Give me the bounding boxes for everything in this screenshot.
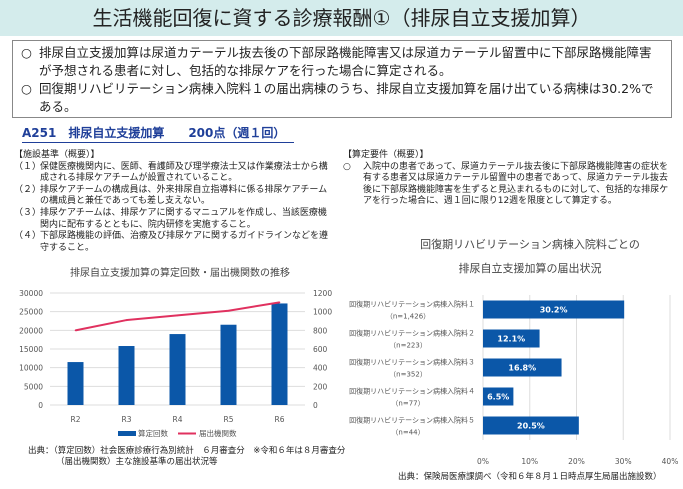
x-tick-label: R5 <box>224 415 234 424</box>
title-line: 回復期リハビリテーション病棟入院料ごとの <box>420 238 640 251</box>
item-text: 入院中の患者であって、尿道カテーテル抜去後に下部尿路機能障害の症状を有する患者又… <box>363 161 669 207</box>
legend-label: 届出機関数 <box>199 428 237 438</box>
criteria-item: （３） 排尿ケアチームは、排尿ケアに関するマニュアルを作成し、当該医療機関内に配布… <box>14 208 334 231</box>
x-tick-label: 40% <box>662 457 679 466</box>
category-n-label: （n=352） <box>389 371 427 379</box>
right-axis-tick: 400 <box>313 364 328 373</box>
bar-data-label: 20.5% <box>517 422 545 431</box>
category-n-label: （n=223） <box>389 342 427 350</box>
summary-box: ○ 排尿自立支援加算は尿道カテーテル抜去後の下部尿路機能障害又は尿道カテーテル留置… <box>12 40 672 118</box>
right-axis-tick: 800 <box>313 326 328 335</box>
right-axis-tick: 600 <box>313 345 328 354</box>
left-axis-tick: 25000 <box>19 308 43 317</box>
bar-R6 <box>271 303 288 405</box>
title-line: 排尿自立支援加算の届出状況 <box>458 262 602 275</box>
bar-data-label: 16.8% <box>508 364 536 373</box>
left-axis-tick: 20000 <box>19 326 43 335</box>
left-axis-tick: 30000 <box>19 289 43 298</box>
item-text: 下部尿路機能の評価、治療及び排尿ケアに関するガイドラインなどを遵守すること。 <box>40 231 329 253</box>
circle-bullet-icon: ○ <box>343 161 351 172</box>
left-chart-title: 排尿自立支援加算の算定回数・届出機関数の推移 <box>70 268 290 279</box>
right-axis-tick: 0 <box>313 401 318 410</box>
fee-code-header: A251 排尿自立支援加算 200点（週１回） <box>22 124 294 143</box>
bar-data-label: 12.1% <box>497 335 525 344</box>
item-text: 保健医療機関内に、医師、看護師及び理学療法士又は作業療法士から構成される排尿ケア… <box>40 161 328 184</box>
trend-chart: 0 0 5000 200 10000 400 15000 600 20000 800 25000 10… <box>19 289 332 438</box>
requirements-heading: 【算定要件（概要）】 <box>343 150 429 160</box>
summary-text: 排尿自立支援加算は尿道カテーテル抜去後の下部尿路機能障害又は尿道カテーテル留置中… <box>39 45 652 78</box>
item-number: （３） <box>14 207 42 218</box>
line-point <box>125 319 128 321</box>
item-text: 排尿ケアチームは、排尿ケアに関するマニュアルを作成し、当該医療機関内に配布すると… <box>40 207 327 230</box>
category-label: 回復期リハビリテーション病棟入院料４ <box>349 387 475 396</box>
x-tick-label: 0% <box>477 457 489 466</box>
category-label: 回復期リハビリテーション病棟入院料２ <box>349 329 475 338</box>
bar-R2 <box>67 362 84 405</box>
item-text: 排尿ケアチームの構成員は、外来排尿自立指導料に係る排尿ケアチームの構成員と兼任で… <box>40 184 328 207</box>
left-axis-tick: 5000 <box>24 382 43 391</box>
item-number: （２） <box>14 184 42 195</box>
source-line: （届出機関数）主な施設基準の届出状況等 <box>56 457 218 467</box>
line-point <box>176 314 179 317</box>
left-chart-source: 出典：（算定回数）社会医療診療行為別統計 ６月審査分 ※令和６年は８月審査分 （… <box>28 446 345 468</box>
bar-R5 <box>220 324 237 405</box>
bar <box>483 416 579 435</box>
item-number: （１） <box>14 161 42 172</box>
right-axis-tick: 200 <box>313 382 328 391</box>
criteria-item: （１） 保健医療機関内に、医師、看護師及び理学療法士又は作業療法士から構成される排… <box>14 162 334 185</box>
x-tick-label: R2 <box>71 415 81 424</box>
line-series <box>75 301 280 332</box>
category-n-label: （n=44） <box>391 429 424 437</box>
requirements-item: ○ 入院中の患者であって、尿道カテーテル抜去後に下部尿路機能障害の症状を有する患者… <box>343 162 673 208</box>
item-number: （４） <box>14 231 42 242</box>
circle-bullet-icon: ○ <box>21 81 32 96</box>
line-point <box>74 329 77 332</box>
bar <box>483 300 625 319</box>
category-label: 回復期リハビリテーション病棟入院料３ <box>349 358 475 367</box>
bar <box>483 329 540 348</box>
legend-label: 算定回数 <box>138 428 168 438</box>
line-point <box>278 301 281 304</box>
right-axis-tick: 1000 <box>313 308 332 317</box>
line-point <box>227 309 230 312</box>
category-label: 回復期リハビリテーション病棟入院料５ <box>349 416 475 425</box>
right-chart-title: 回復期リハビリテーション病棟入院料ごとの 排尿自立支援加算の届出状況 <box>380 233 680 281</box>
right-chart-source: 出典：保険局医療課調べ（令和６年８月１日時点厚生局届出施設数） <box>398 472 662 482</box>
x-tick-label: R6 <box>275 415 285 424</box>
summary-bullet: ○ 排尿自立支援加算は尿道カテーテル抜去後の下部尿路機能障害又は尿道カテーテル留置… <box>21 44 663 80</box>
x-tick-label: R3 <box>122 415 132 424</box>
x-tick-label: 20% <box>568 457 585 466</box>
source-line: 出典：（算定回数）社会医療診療行為別統計 ６月審査分 ※令和６年は８月審査分 <box>28 446 346 456</box>
left-axis-tick: 0 <box>38 401 43 410</box>
bar <box>483 358 562 377</box>
bar-data-label: 30.2% <box>540 306 568 315</box>
category-label: 回復期リハビリテーション病棟入院料１ <box>349 300 475 309</box>
left-axis-tick: 10000 <box>19 364 43 373</box>
bar-R4 <box>169 334 186 405</box>
bar <box>483 387 514 406</box>
summary-text: 回復期リハビリテーション病棟入院料１の届出病棟のうち、排尿自立支援加算を届け出て… <box>39 81 654 114</box>
page-title: 生活機能回復に資する診療報酬①（排尿自立支援加算） <box>0 0 683 36</box>
circle-bullet-icon: ○ <box>21 45 32 60</box>
right-axis-tick: 1200 <box>313 289 332 298</box>
calc-requirements: 【算定要件（概要）】 ○ 入院中の患者であって、尿道カテーテル抜去後に下部尿路機能… <box>343 150 673 208</box>
criteria-heading: 【施設基準（概要）】 <box>14 150 100 160</box>
x-tick-label: 30% <box>615 457 632 466</box>
facility-criteria: 【施設基準（概要）】 （１） 保健医療機関内に、医師、看護師及び理学療法士又は作業… <box>14 150 334 254</box>
status-chart: 0% 10% 20% 30% 40% 30.2% 回復期リハビリテーション病棟入院料１ （n=… <box>349 295 679 466</box>
x-tick-label: R4 <box>173 415 183 424</box>
left-axis-tick: 15000 <box>19 345 43 354</box>
bar-data-label: 6.5% <box>487 393 509 402</box>
legend-bar-swatch <box>118 431 136 436</box>
category-n-label: （n=1,426） <box>386 313 430 321</box>
summary-bullet: ○ 回復期リハビリテーション病棟入院料１の届出病棟のうち、排尿自立支援加算を届け出… <box>21 80 663 116</box>
bar-R3 <box>118 346 135 405</box>
criteria-item: （４） 下部尿路機能の評価、治療及び排尿ケアに関するガイドラインなどを遵守すること… <box>14 231 334 254</box>
criteria-item: （２） 排尿ケアチームの構成員は、外来排尿自立指導料に係る排尿ケアチームの構成員と… <box>14 185 334 208</box>
x-tick-label: 10% <box>521 457 538 466</box>
category-n-label: （n=77） <box>391 400 424 408</box>
